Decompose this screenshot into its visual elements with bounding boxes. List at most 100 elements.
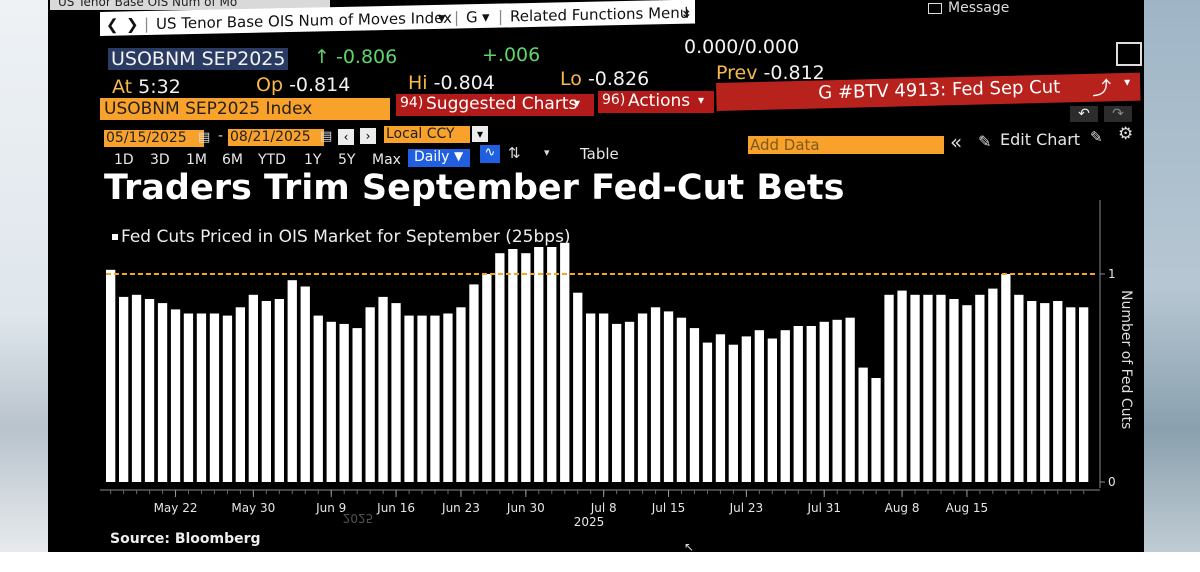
bar-48 [728, 344, 738, 482]
low-label: Lo [560, 68, 582, 90]
title-dropdown-icon[interactable]: ▾ [438, 8, 446, 27]
bar-10 [235, 307, 245, 482]
bar-55 [819, 321, 829, 482]
bar-19 [352, 328, 362, 482]
end-calendar-icon[interactable]: ▤ [320, 129, 333, 144]
bar-49 [741, 336, 751, 482]
start-date-field[interactable]: 05/15/2025 [104, 130, 204, 147]
bar-39 [612, 323, 622, 482]
range-1y[interactable]: 1Y [304, 152, 322, 168]
table-button[interactable]: Table [580, 145, 619, 163]
suggested-charts-button[interactable]: 94) Suggested Charts ▾ [396, 94, 594, 116]
collapse-icon[interactable]: « [950, 130, 963, 154]
actions-code: 96) [602, 92, 626, 108]
message-label: Message [948, 0, 1010, 16]
message-button[interactable]: Message [928, 0, 1010, 16]
bar-23 [404, 315, 414, 482]
bar-30 [495, 253, 505, 482]
bar-68 [988, 288, 998, 482]
gear-icon[interactable]: ⚙ [1118, 124, 1134, 144]
bar-35 [560, 242, 570, 482]
bar-15 [300, 286, 310, 482]
currency-dropdown-icon[interactable]: ▾ [472, 126, 488, 142]
end-date: 08/21/2025 [230, 129, 311, 145]
share-icon[interactable]: ⤴ [1091, 77, 1112, 100]
frequency-label: Daily [414, 149, 450, 165]
currency-label: Local CCY [386, 126, 455, 142]
screenshot-icon[interactable] [1116, 42, 1142, 66]
bar-1 [119, 296, 129, 482]
bar-73 [1053, 301, 1063, 482]
edit-icon[interactable]: ✎ [1090, 128, 1103, 146]
currency-field[interactable]: Local CCY [384, 126, 470, 143]
security-field[interactable]: USOBNM SEP2025 Index [100, 98, 390, 120]
bar-17 [326, 321, 336, 482]
frequency-dropdown-icon: ▼ [454, 149, 464, 163]
bar-44 [676, 317, 687, 482]
pencil-icon[interactable]: ✎ [978, 132, 992, 151]
bar-54 [806, 326, 816, 482]
background-left [0, 0, 50, 572]
prev-label: Prev [716, 62, 758, 84]
chart-type-dropdown-icon[interactable]: ▾ [544, 146, 550, 159]
range-6m[interactable]: 6M [222, 152, 243, 168]
line-chart-icon[interactable]: ∿ [480, 145, 500, 163]
bar-9 [222, 315, 233, 482]
g-menu[interactable]: G [466, 8, 478, 27]
prev-period-button[interactable]: ‹ [338, 129, 354, 145]
bar-41 [637, 313, 648, 482]
back-arrow-icon[interactable]: ❮ [106, 15, 119, 34]
bar-3 [144, 299, 155, 482]
range-ytd[interactable]: YTD [258, 152, 286, 168]
start-calendar-icon[interactable]: ▤ [198, 130, 211, 145]
end-date-field[interactable]: 08/21/2025 [228, 129, 324, 146]
bar-14 [287, 280, 297, 482]
related-functions-menu[interactable]: Related Functions Menu [510, 3, 690, 26]
add-data-input[interactable]: Add Data [748, 136, 944, 154]
bar-52 [780, 330, 790, 482]
bar-66 [962, 305, 972, 482]
frequency-select[interactable]: Daily ▼ [408, 149, 470, 167]
bar-45 [689, 328, 700, 482]
bar-28 [469, 284, 479, 482]
next-period-button[interactable]: › [360, 128, 376, 144]
bar-27 [456, 307, 466, 482]
source-label: Source: Bloomberg [110, 531, 261, 547]
bar-24 [417, 315, 427, 482]
up-arrow-icon: ↑ [314, 46, 330, 68]
range-3d[interactable]: 3D [150, 152, 170, 168]
bid-ask: 0.000/0.000 [684, 36, 800, 58]
range-1d[interactable]: 1D [114, 152, 134, 168]
actions-button[interactable]: 96) Actions ▾ [598, 91, 714, 113]
bar-42 [650, 307, 661, 482]
x-tick-label-7: Jul 15 [651, 501, 686, 515]
mouse-cursor-icon: ↖ [684, 540, 695, 554]
window-tab[interactable]: US Tenor Base OIS Num of Mo [50, 0, 330, 10]
range-max[interactable]: Max [372, 152, 401, 168]
bar-57 [845, 317, 855, 482]
bar-chart-icon[interactable]: ⇅ [508, 144, 521, 162]
undo-icon[interactable]: ↶ [1070, 106, 1098, 122]
bar-6 [183, 313, 194, 482]
bar-46 [702, 342, 713, 482]
window-tab-label: US Tenor Base OIS Num of Mo [58, 0, 238, 9]
bar-26 [443, 313, 453, 482]
prev-value: -0.812 [763, 62, 825, 84]
redo-icon[interactable]: ↷ [1104, 106, 1132, 122]
range-5y[interactable]: 5Y [338, 152, 356, 168]
share-dropdown-icon[interactable]: ▾ [1123, 74, 1131, 90]
bar-60 [884, 294, 894, 482]
range-1m[interactable]: 1M [186, 152, 207, 168]
bar-20 [365, 307, 375, 482]
bar-33 [534, 247, 544, 482]
bar-chart: 0 1 May 22 May 30 Jun 9 Jun 16 Jun 23 Jun 30 Jul… [100, 200, 1116, 529]
double-chevron-down-icon[interactable]: ↡ [680, 3, 693, 22]
forward-arrow-icon[interactable]: ❯ [126, 15, 139, 34]
edit-chart-button[interactable]: Edit Chart [1000, 130, 1081, 149]
y-axis-label: Number of Fed Cuts [1118, 290, 1134, 430]
bar-21 [378, 296, 388, 482]
bar-63 [923, 294, 933, 482]
suggested-dropdown-icon: ▾ [574, 96, 581, 110]
g-menu-dropdown-icon[interactable]: ▾ [482, 7, 490, 26]
bar-72 [1040, 303, 1050, 482]
